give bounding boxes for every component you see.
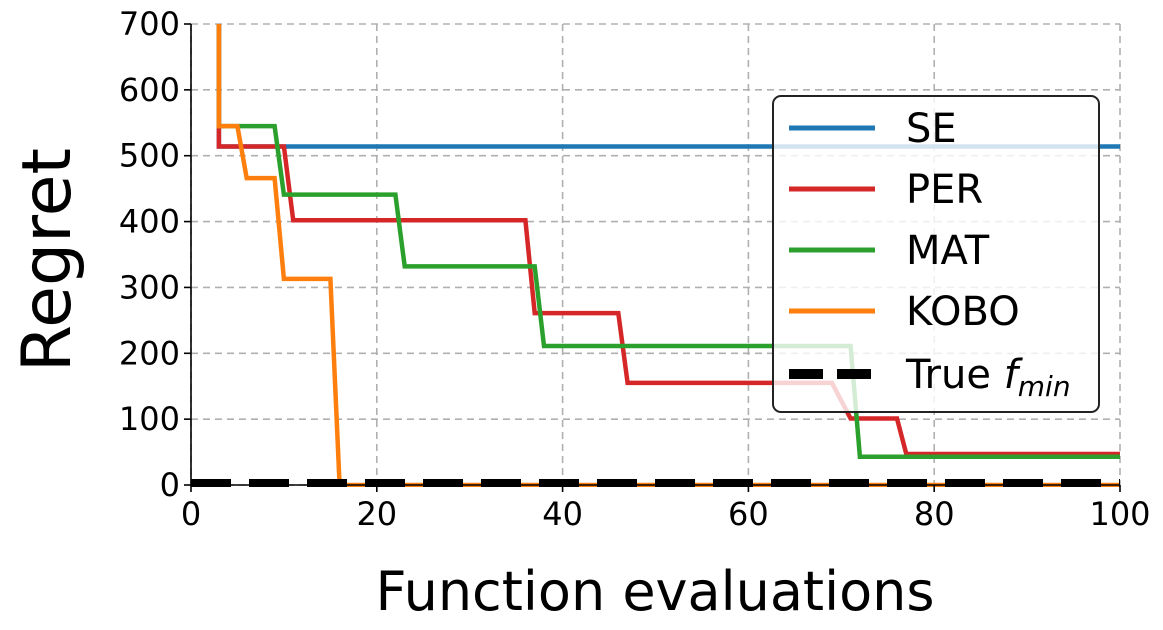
tick-labels: 0 20 40 60 80 100 0 100 200 300 400 500 600 700	[119, 5, 1151, 533]
legend-label-per: PER	[906, 167, 983, 213]
x-tick-label: 0	[181, 495, 201, 533]
x-axis-title: Function evaluations	[375, 560, 934, 623]
x-tick-label: 40	[542, 495, 583, 533]
series-line-per	[216, 24, 1120, 457]
legend-true-prefix: True	[905, 352, 1004, 398]
x-tick-label: 20	[356, 495, 397, 533]
legend: SE PER MAT KOBO True fmin	[772, 95, 1100, 413]
x-tick-label: 80	[914, 495, 955, 533]
legend-label-mat: MAT	[906, 228, 990, 274]
y-tick-label: 600	[119, 71, 180, 109]
legend-label-true-fmin: True fmin	[905, 352, 1071, 403]
legend-true-subscript: min	[1018, 370, 1071, 403]
y-tick-label: 100	[119, 400, 180, 438]
y-tick-label: 700	[119, 5, 180, 43]
y-tick-label: 400	[119, 203, 180, 241]
legend-box	[772, 95, 1100, 413]
y-tick-label: 300	[119, 268, 180, 306]
legend-label-se: SE	[906, 106, 957, 152]
y-tick-label: 500	[119, 137, 180, 175]
series-line-kobo	[216, 24, 1120, 487]
x-tick-label: 100	[1089, 495, 1150, 533]
series-lines	[191, 24, 1120, 487]
legend-label-kobo: KOBO	[906, 289, 1020, 335]
y-axis-title: Regret	[8, 148, 87, 372]
x-tick-label: 60	[728, 495, 769, 533]
y-tick-label: 0	[160, 466, 180, 504]
axes	[184, 23, 1121, 492]
y-tick-label: 200	[119, 334, 180, 372]
